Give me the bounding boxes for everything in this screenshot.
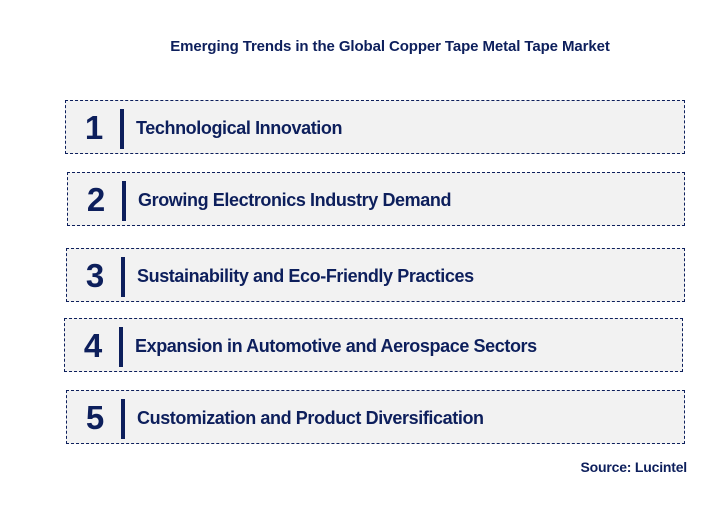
trend-label: Sustainability and Eco-Friendly Practice… xyxy=(137,266,474,286)
divider-bar xyxy=(122,181,126,221)
diagram-title: Emerging Trends in the Global Copper Tap… xyxy=(170,38,610,55)
trend-item-3: 3 Sustainability and Eco-Friendly Practi… xyxy=(66,248,685,302)
source-credit: Source: Lucintel xyxy=(580,459,688,475)
divider-bar xyxy=(119,327,123,367)
trend-item-5: 5 Customization and Product Diversificat… xyxy=(66,390,685,444)
trend-item-1: 1 Technological Innovation xyxy=(65,100,685,154)
trend-label: Expansion in Automotive and Aerospace Se… xyxy=(135,336,537,356)
trend-item-4: 4 Expansion in Automotive and Aerospace … xyxy=(64,318,683,372)
divider-bar xyxy=(121,257,125,297)
trend-number: 3 xyxy=(85,257,105,294)
trend-number: 1 xyxy=(84,109,104,146)
divider-bar xyxy=(121,399,125,439)
trend-number: 2 xyxy=(86,181,106,218)
trend-label: Growing Electronics Industry Demand xyxy=(138,190,452,210)
trend-label: Technological Innovation xyxy=(136,118,343,138)
divider-bar xyxy=(120,109,124,149)
trend-label: Customization and Product Diversificatio… xyxy=(137,408,484,428)
trend-item-2: 2 Growing Electronics Industry Demand xyxy=(67,172,685,226)
trend-number: 4 xyxy=(83,327,103,364)
trend-number: 5 xyxy=(85,399,105,436)
